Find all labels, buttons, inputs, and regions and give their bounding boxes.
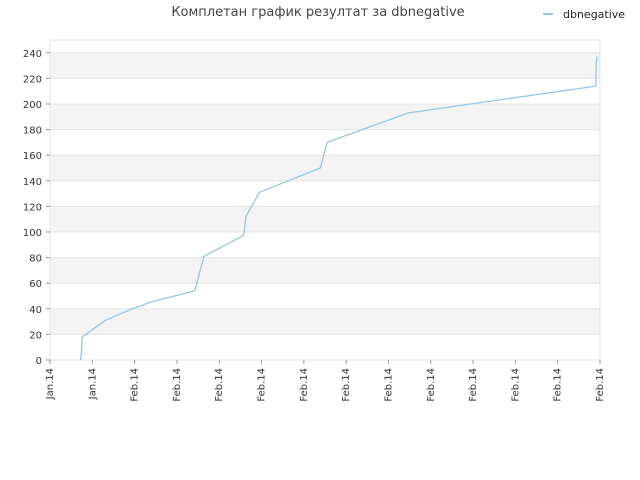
band [50, 104, 600, 130]
x-tick-label: Feb.14 [130, 368, 141, 402]
band [50, 206, 600, 232]
y-axis: 0 20 40 60 80 100 120 140 160 180 200 220 240 [23, 49, 50, 367]
legend: dbnegative [543, 8, 625, 21]
band [50, 52, 600, 79]
y-tick-label: 220 [23, 74, 42, 85]
x-tick-label: Feb.14 [299, 368, 310, 402]
y-tick-label: 140 [23, 177, 42, 188]
y-tick-label: 180 [23, 126, 42, 137]
x-tick-label: Feb.14 [257, 368, 268, 402]
chart-title: Комплетан график резултат за dbnegative [171, 5, 464, 20]
series-line-dbnegative [79, 56, 598, 361]
y-tick-label: 240 [23, 49, 42, 60]
x-tick-label: Jan.14 [87, 368, 98, 400]
y-tick-label: 80 [29, 254, 42, 265]
x-tick-label: Feb.14 [510, 368, 521, 402]
legend-label: dbnegative [563, 8, 625, 21]
x-tick-label: Feb.14 [383, 368, 394, 402]
y-tick-label: 20 [29, 330, 42, 341]
x-tick-label: Feb.14 [172, 368, 183, 402]
band [50, 308, 600, 335]
y-tick-label: 120 [23, 202, 42, 213]
x-tick-label: Feb.14 [341, 368, 352, 402]
y-tick-label: 0 [36, 356, 42, 367]
x-tick-label: Feb.14 [426, 368, 437, 402]
gridlines [50, 52, 600, 361]
x-tick-label: Feb.14 [468, 368, 479, 402]
plot-frame [49, 39, 601, 361]
y-tick-label: 200 [23, 100, 42, 111]
y-tick-label: 40 [29, 305, 42, 316]
x-tick-label: Feb.14 [595, 368, 606, 402]
plot-bands [50, 52, 600, 335]
y-tick-label: 60 [29, 279, 42, 290]
x-tick-label: Feb.14 [553, 368, 564, 402]
band [50, 155, 600, 181]
y-tick-label: 100 [23, 228, 42, 239]
band [50, 257, 600, 284]
x-tick-label: Feb.14 [214, 368, 225, 402]
x-tick-label: Jan.14 [45, 368, 56, 400]
series-layer [79, 56, 598, 361]
x-axis: Jan.14 Jan.14 Feb.14 Feb.14 Feb.14 Feb.14 Feb.… [45, 360, 606, 402]
y-tick-label: 160 [23, 151, 42, 162]
